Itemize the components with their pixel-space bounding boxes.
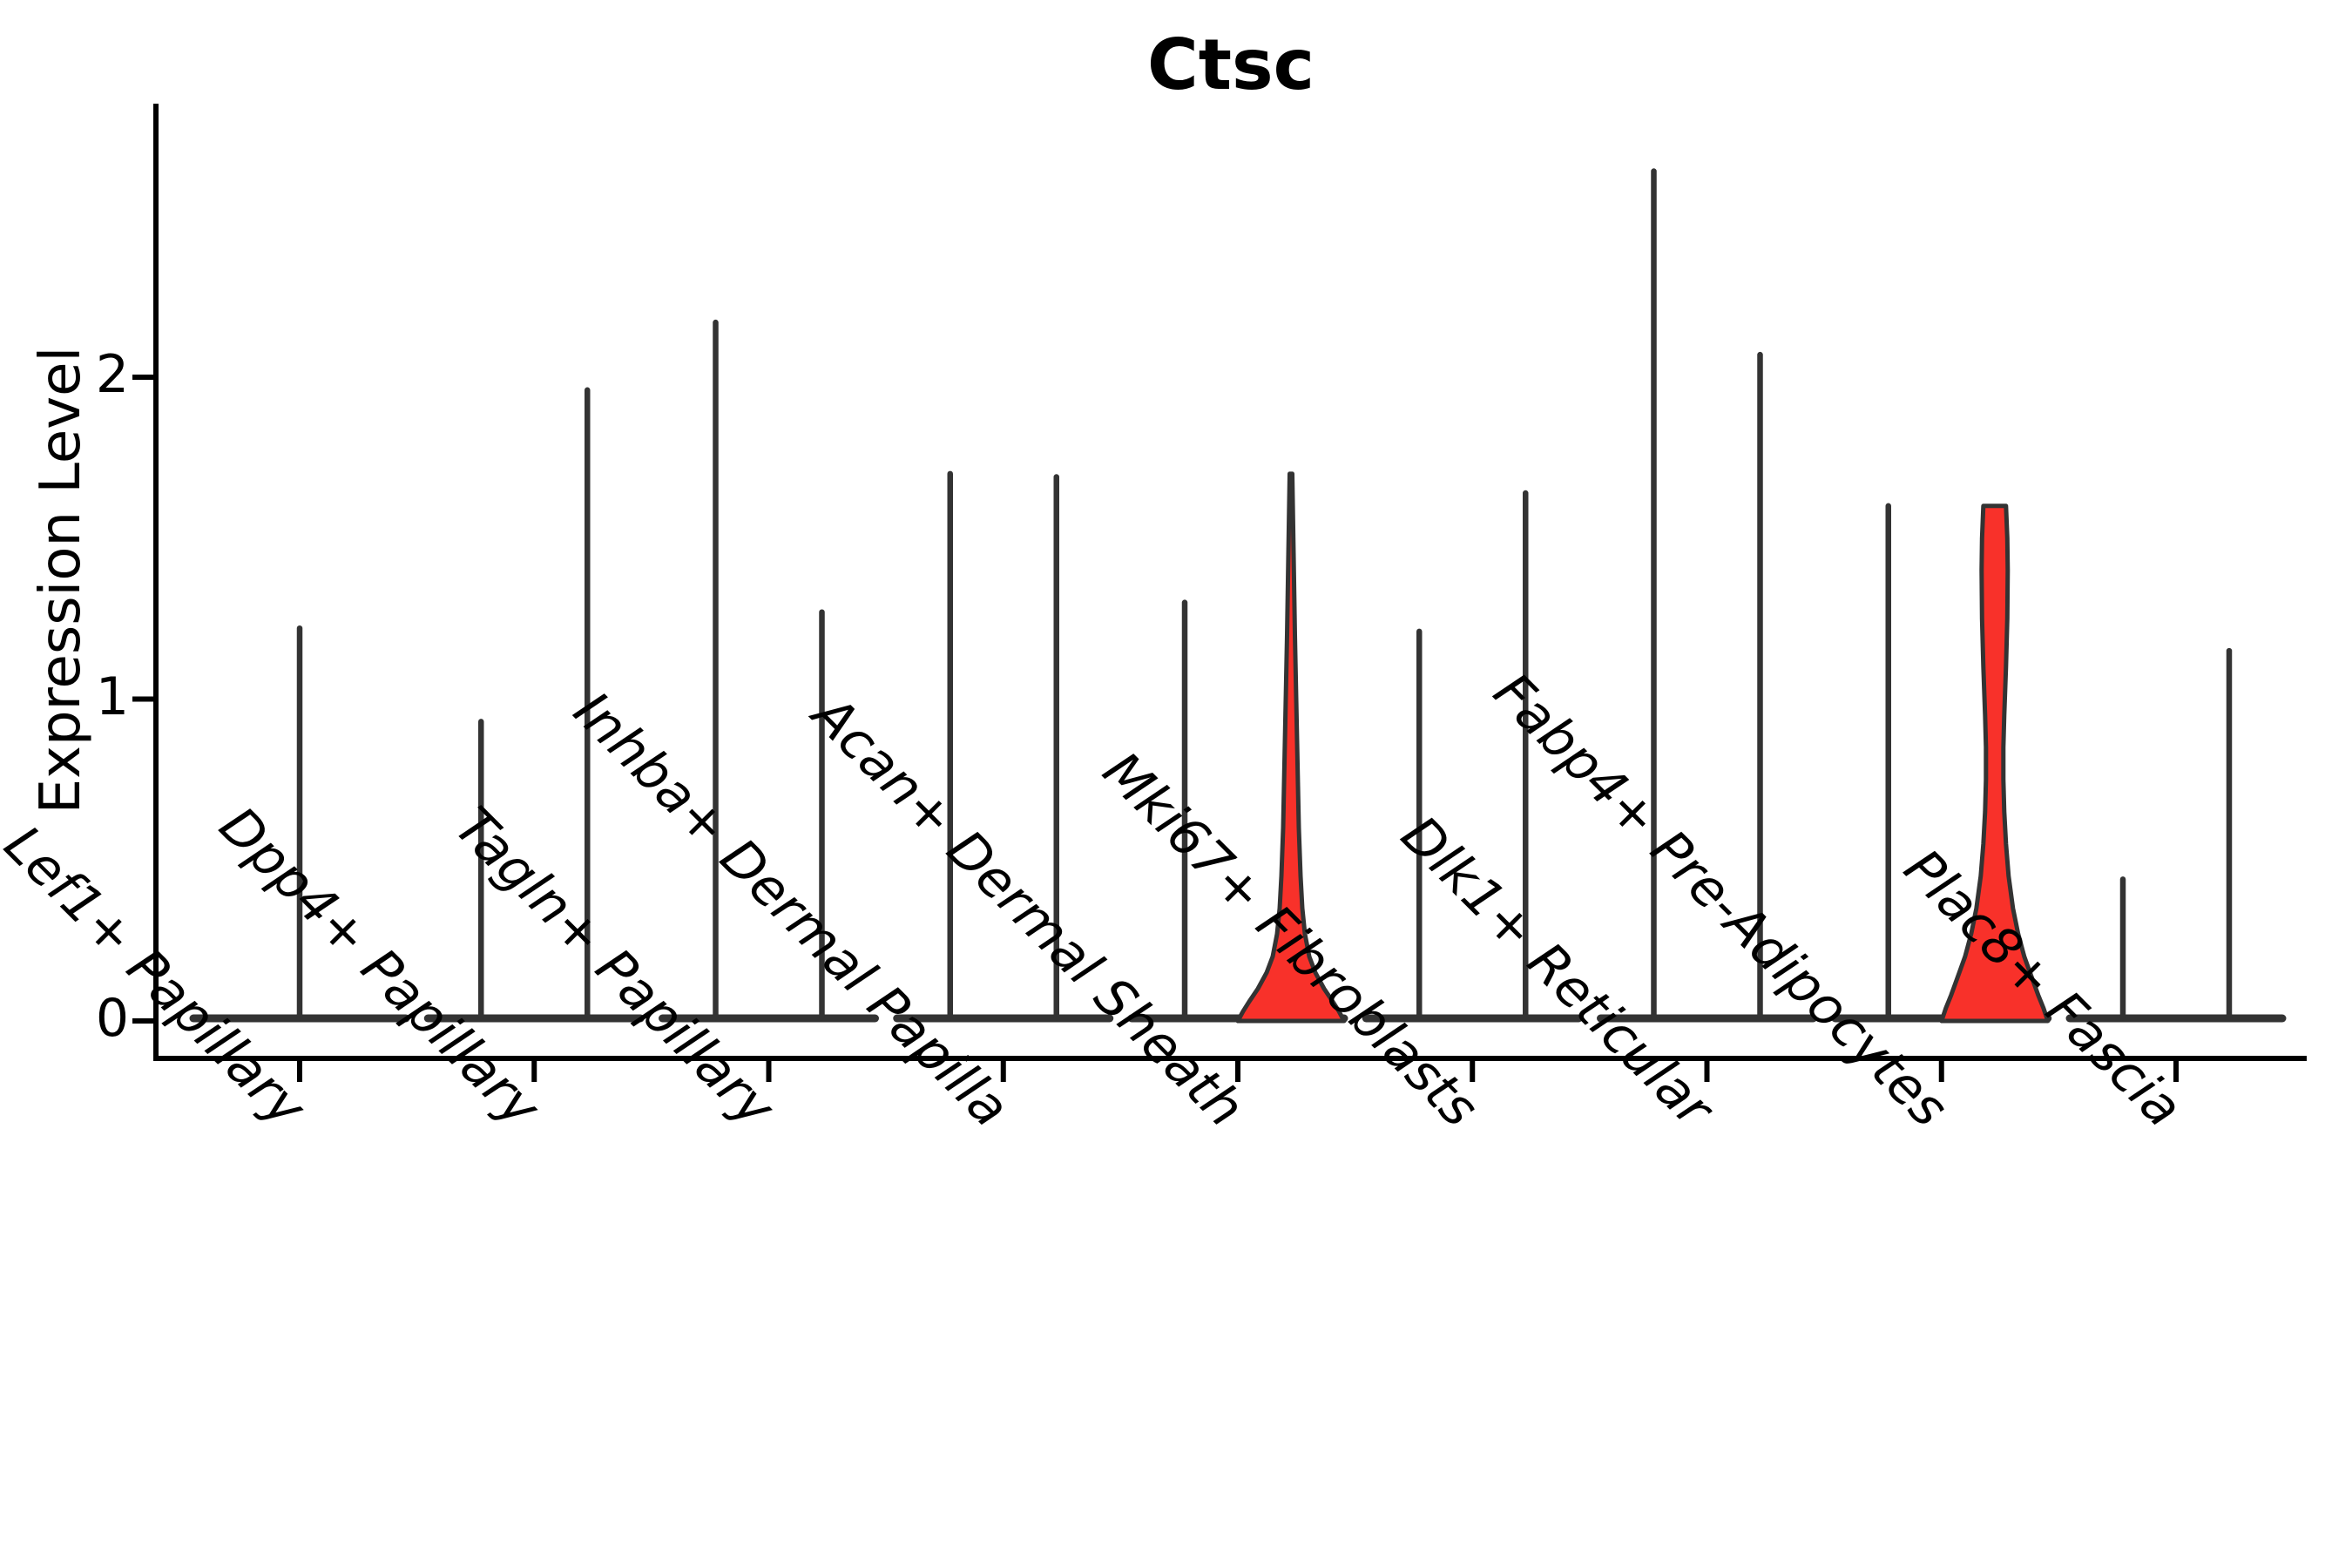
violin-body-highlighted (1235, 471, 1347, 1024)
y-tick-label: 2 (95, 344, 129, 406)
violin-body-highlighted (1939, 504, 2051, 1024)
y-tick-label: 0 (95, 988, 129, 1050)
chart-title: Ctsc (1147, 24, 1315, 105)
y-tick-label: 1 (95, 666, 129, 727)
